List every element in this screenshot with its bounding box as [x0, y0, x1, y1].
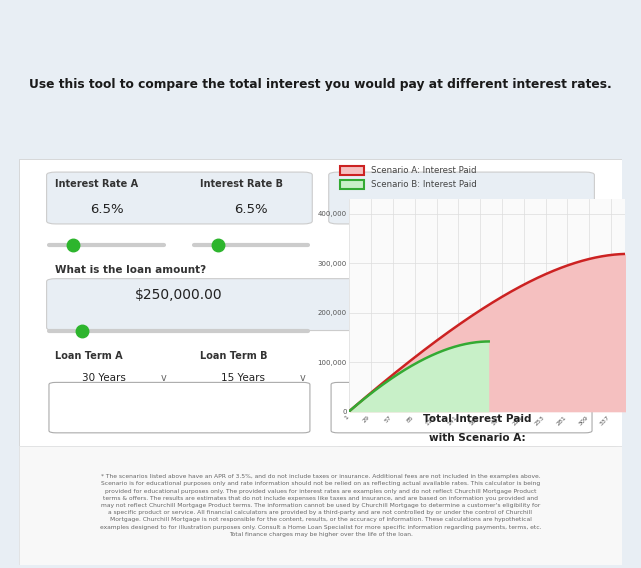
FancyBboxPatch shape: [47, 279, 594, 331]
FancyBboxPatch shape: [331, 382, 592, 433]
Text: Total Interest Paid: Total Interest Paid: [423, 491, 532, 501]
Text: Total Interest Paid: Total Interest Paid: [423, 415, 532, 424]
FancyBboxPatch shape: [334, 447, 621, 485]
FancyBboxPatch shape: [49, 382, 310, 433]
Legend: Scenario A: Interest Paid, Scenario B: Interest Paid: Scenario A: Interest Paid, Scenario B: I…: [337, 162, 480, 193]
Text: 6.5%: 6.5%: [90, 203, 124, 216]
Text: with Scenario A:: with Scenario A:: [429, 433, 526, 443]
FancyBboxPatch shape: [19, 159, 622, 446]
Text: * The scenarios listed above have an APR of 3.5%, and do not include taxes or in: * The scenarios listed above have an APR…: [100, 474, 541, 537]
Text: $318,861.22: $318,861.22: [409, 456, 546, 475]
Text: What is the loan amount?: What is the loan amount?: [55, 265, 206, 275]
FancyBboxPatch shape: [19, 446, 622, 565]
Text: 6.5%: 6.5%: [235, 203, 268, 216]
Text: Loan Term A: Loan Term A: [55, 351, 123, 361]
Text: Interest Rate A: Interest Rate A: [55, 179, 138, 189]
Text: with Scenario B:: with Scenario B:: [429, 509, 526, 520]
Text: v: v: [161, 374, 167, 383]
Text: 30 Years: 30 Years: [83, 374, 126, 383]
Text: $141,998.31: $141,998.31: [409, 533, 546, 552]
FancyBboxPatch shape: [334, 524, 621, 562]
Text: Loan Term B: Loan Term B: [200, 351, 267, 361]
FancyBboxPatch shape: [47, 172, 312, 224]
Text: Interest Rate B: Interest Rate B: [200, 179, 283, 189]
FancyBboxPatch shape: [329, 172, 594, 224]
Text: 15 Years: 15 Years: [221, 374, 265, 383]
Text: $250,000.00: $250,000.00: [135, 289, 222, 302]
Text: Use this tool to compare the total interest you would pay at different interest : Use this tool to compare the total inter…: [29, 78, 612, 90]
Text: v: v: [300, 374, 305, 383]
